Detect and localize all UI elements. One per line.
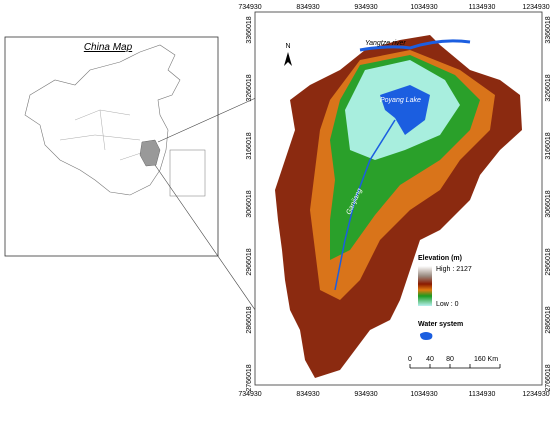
x-coordinate: 834930 xyxy=(296,391,319,398)
x-coordinate: 1034930 xyxy=(410,391,437,398)
y-coordinate: 2766018 xyxy=(545,364,550,391)
province-borders xyxy=(59,109,151,161)
x-coordinate: 1034930 xyxy=(410,4,437,11)
y-coordinate: 3266018 xyxy=(246,74,253,101)
legend-high: High : 2127 xyxy=(436,266,472,273)
north-label: N xyxy=(285,43,290,50)
x-coordinate: 734930 xyxy=(238,391,261,398)
legend-water: Water system xyxy=(418,321,463,328)
jiangxi-highlight xyxy=(139,139,161,167)
tributary xyxy=(334,119,396,291)
lake xyxy=(380,85,430,135)
y-coordinate: 2866018 xyxy=(545,306,550,333)
scale-label: 80 xyxy=(446,356,454,363)
x-coordinate: 1134930 xyxy=(469,391,496,398)
legend-title: Elevation (m) xyxy=(418,255,462,262)
x-coordinate: 1234930 xyxy=(522,391,549,398)
elevation-ramp xyxy=(418,266,432,306)
water-symbol xyxy=(420,332,433,340)
x-coordinate: 834930 xyxy=(296,4,319,11)
y-coordinate: 2766018 xyxy=(246,364,253,391)
x-coordinate: 1234930 xyxy=(522,4,549,11)
y-coordinate: 3266018 xyxy=(545,74,550,101)
scale-labels: 0 40 80 160 Km xyxy=(408,356,498,363)
north-arrow xyxy=(284,52,292,66)
y-coordinate: 3366018 xyxy=(246,16,253,43)
legend-low: Low : 0 xyxy=(436,301,459,308)
scale-label: 40 xyxy=(426,356,434,363)
scale-label: 0 xyxy=(408,356,412,363)
south-sea-box xyxy=(169,149,206,197)
x-coordinate: 934930 xyxy=(354,391,377,398)
y-coordinate: 2966018 xyxy=(246,248,253,275)
y-coordinate: 3066018 xyxy=(545,190,550,217)
y-coordinate: 3166018 xyxy=(545,132,550,159)
y-coordinate: 3366018 xyxy=(545,16,550,43)
y-coordinate: 3166018 xyxy=(246,132,253,159)
river-label: Yangtze river xyxy=(365,40,406,47)
y-coordinate: 2866018 xyxy=(246,306,253,333)
y-coordinate: 3066018 xyxy=(246,190,253,217)
river xyxy=(359,39,471,52)
y-coordinate: 2966018 xyxy=(545,248,550,275)
lake-label: Poyang Lake xyxy=(380,97,421,104)
x-coordinate: 934930 xyxy=(354,4,377,11)
x-coordinate: 734930 xyxy=(238,4,261,11)
scale-label: 160 Km xyxy=(474,356,498,363)
scale-bar xyxy=(409,364,501,369)
coordinate-labels: 734930 734930 834930 834930 934930 934930 1034… xyxy=(238,4,550,398)
x-coordinate: 1134930 xyxy=(469,4,496,11)
inset-title: China Map xyxy=(84,42,133,53)
